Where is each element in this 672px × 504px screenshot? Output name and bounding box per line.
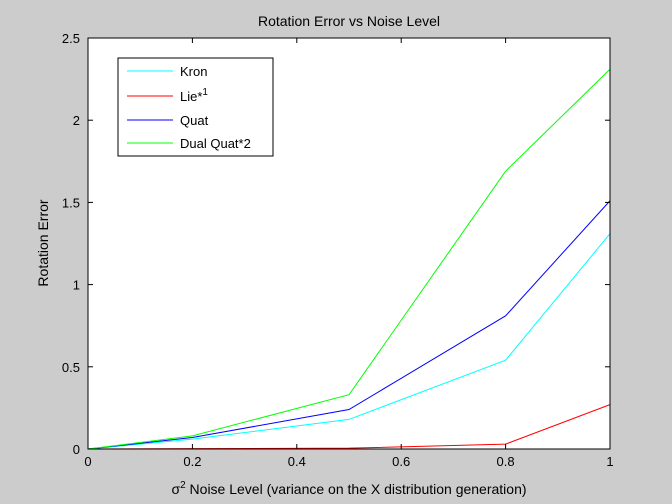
legend-label-1: Lie*1 (180, 87, 208, 104)
x-tick-label: 0.2 (183, 454, 201, 469)
legend-label-0: Kron (180, 64, 207, 79)
x-axis-label-superscript: 2 (180, 480, 186, 491)
series-line-3 (87, 68, 611, 450)
y-tick-label: 2.5 (62, 31, 80, 46)
legend: Kron Lie*1 Quat Dual Quat*2 (117, 57, 274, 157)
x-tick-label: 0.6 (392, 454, 410, 469)
x-tick-label: 0.4 (288, 454, 306, 469)
legend-label-3: Dual Quat*2 (180, 136, 251, 151)
legend-box (117, 57, 274, 157)
y-tick-label: 2 (73, 113, 80, 128)
y-tick-label: 1.5 (62, 195, 80, 210)
ticks-layer: 0 0.2 0.4 0.6 0.8 1 0 0.5 1 1.5 2 2.5 (62, 31, 614, 469)
x-axis-label-symbol: σ (171, 481, 180, 497)
x-tick-label: 1 (606, 454, 613, 469)
y-tick-label: 1 (73, 278, 80, 293)
chart-title: Rotation Error vs Noise Level (258, 13, 440, 29)
legend-label-2: Quat (180, 113, 209, 128)
x-tick-label: 0 (84, 454, 91, 469)
y-tick-label: 0.5 (62, 360, 80, 375)
axes-box (87, 37, 611, 450)
x-axis-label-text: Noise Level (variance on the X distribut… (186, 481, 527, 497)
legend-items: Kron Lie*1 Quat Dual Quat*2 (127, 64, 251, 151)
series-line-0 (87, 233, 611, 450)
y-axis-label: Rotation Error (35, 199, 51, 286)
x-axis-label: σ2 Noise Level (variance on the X distri… (171, 480, 526, 497)
y-tick-label: 0 (73, 442, 80, 457)
x-tick-label: 0.8 (497, 454, 515, 469)
series-line-2 (87, 200, 611, 450)
